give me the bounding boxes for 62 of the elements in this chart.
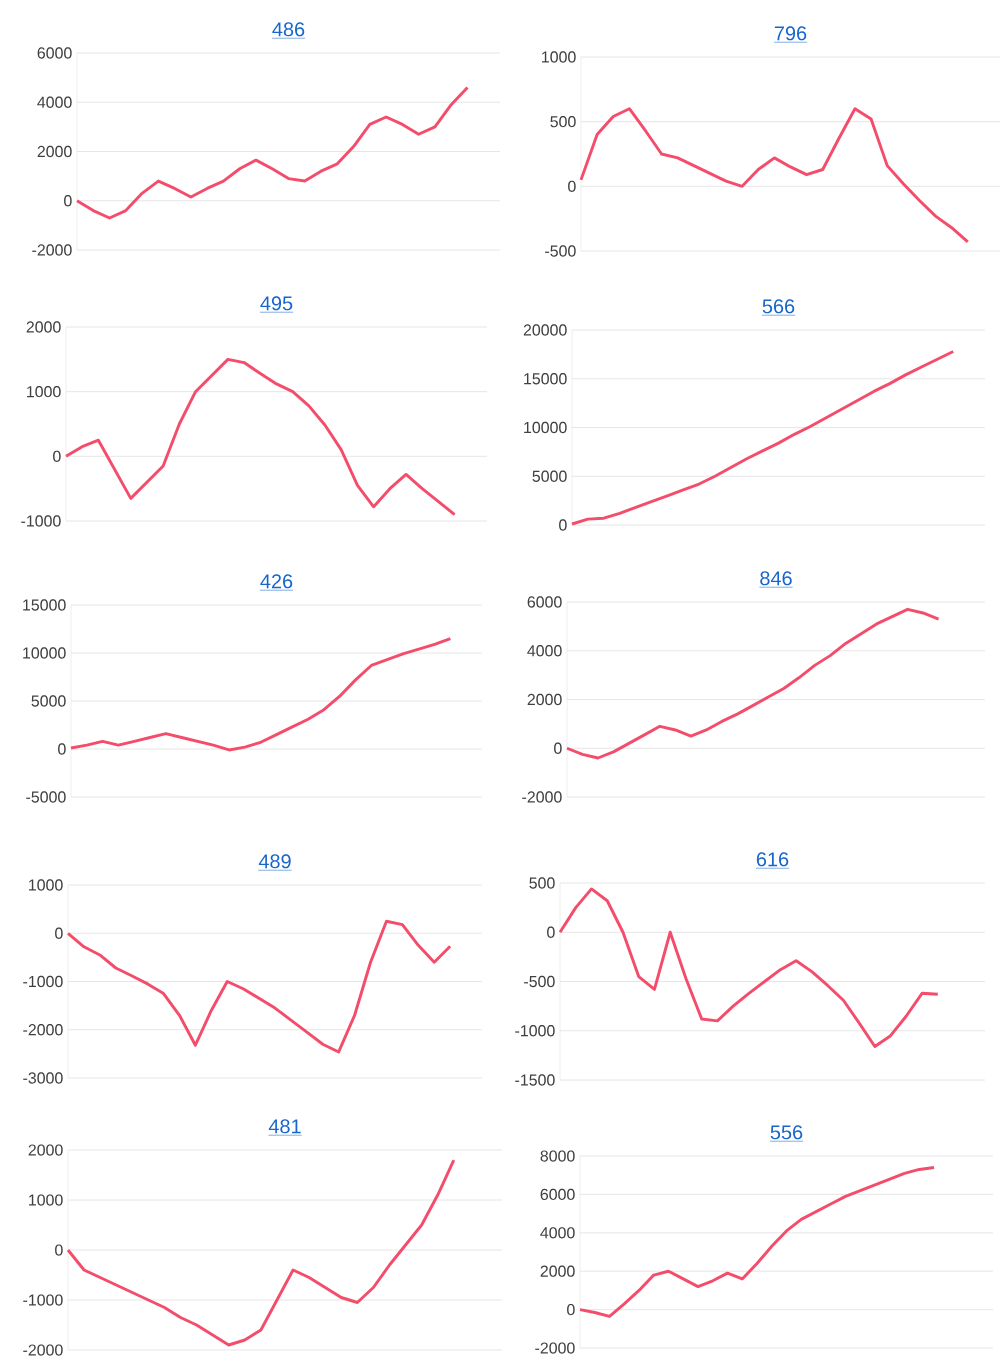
y-tick-label: 0 xyxy=(554,742,562,754)
y-tick-label: 15000 xyxy=(524,373,567,385)
y-tick-label: 10000 xyxy=(524,421,567,434)
y-tick-label: 6000 xyxy=(37,47,72,59)
line-series xyxy=(558,887,940,1048)
y-tick-label: -500 xyxy=(545,245,576,257)
y-tick-label: 2000 xyxy=(26,321,61,333)
y-tick-label: 5000 xyxy=(31,695,66,707)
y-tick-label: 0 xyxy=(567,1303,575,1316)
y-tick-label: 0 xyxy=(55,1244,63,1256)
y-tick-label: 0 xyxy=(559,519,567,531)
y-tick-label: 20000 xyxy=(523,324,567,336)
y-tick-label: 4000 xyxy=(540,1227,575,1239)
y-tick-label: 0 xyxy=(568,180,576,192)
y-tick-label: 15000 xyxy=(23,599,66,611)
chart-title: 846 xyxy=(760,571,792,586)
y-tick-label: -3000 xyxy=(23,1072,63,1084)
y-tick-label: 1000 xyxy=(29,879,63,891)
y-tick-label: 2000 xyxy=(28,1144,63,1156)
chart-title: 426 xyxy=(260,574,293,589)
y-tick-label: 500 xyxy=(529,877,555,889)
y-tick-label: 0 xyxy=(58,743,66,755)
chart-title: 486 xyxy=(272,22,305,37)
y-tick-label: -2000 xyxy=(522,791,562,803)
y-tick-label: 0 xyxy=(547,926,555,938)
y-tick-label: 1000 xyxy=(27,386,61,398)
y-tick-label: 8000 xyxy=(540,1150,575,1162)
y-tick-label: -1000 xyxy=(23,1294,63,1306)
y-tick-label: -2000 xyxy=(535,1342,575,1354)
y-tick-label: -2000 xyxy=(32,244,72,256)
chart-title: 796 xyxy=(774,26,807,41)
y-tick-label: -500 xyxy=(524,975,555,988)
y-tick-label: 2000 xyxy=(37,145,72,158)
y-tick-label: 6000 xyxy=(540,1188,575,1201)
y-tick-label: -1000 xyxy=(23,975,63,988)
line-series xyxy=(75,86,469,220)
chart-title: 556 xyxy=(770,1125,803,1140)
y-tick-label: 5000 xyxy=(532,470,567,482)
chart-title: 481 xyxy=(268,1119,301,1134)
y-tick-label: 2000 xyxy=(540,1265,575,1277)
chart-title: 616 xyxy=(756,852,789,867)
y-tick-label: -2000 xyxy=(23,1344,63,1356)
chart-title: 566 xyxy=(762,299,795,314)
y-tick-label: 2000 xyxy=(527,693,562,706)
y-tick-label: 4000 xyxy=(527,645,562,657)
y-tick-label: 0 xyxy=(55,927,63,939)
y-tick-label: -1000 xyxy=(515,1025,555,1037)
y-tick-label: 1000 xyxy=(29,1194,63,1206)
y-tick-label: -5000 xyxy=(26,791,66,803)
y-tick-label: -1000 xyxy=(21,515,61,527)
chart-title: 495 xyxy=(260,296,293,311)
y-tick-label: 500 xyxy=(550,116,576,128)
chart-title: 489 xyxy=(258,854,291,869)
y-tick-label: -1500 xyxy=(515,1074,555,1086)
y-tick-label: 0 xyxy=(53,450,61,462)
y-tick-label: 4000 xyxy=(37,96,72,108)
line-series xyxy=(565,607,941,760)
y-tick-label: 0 xyxy=(64,195,72,207)
y-tick-label: -2000 xyxy=(23,1024,63,1036)
y-tick-label: 6000 xyxy=(527,596,562,608)
y-tick-label: 10000 xyxy=(23,647,66,659)
y-tick-label: 1000 xyxy=(542,51,576,63)
